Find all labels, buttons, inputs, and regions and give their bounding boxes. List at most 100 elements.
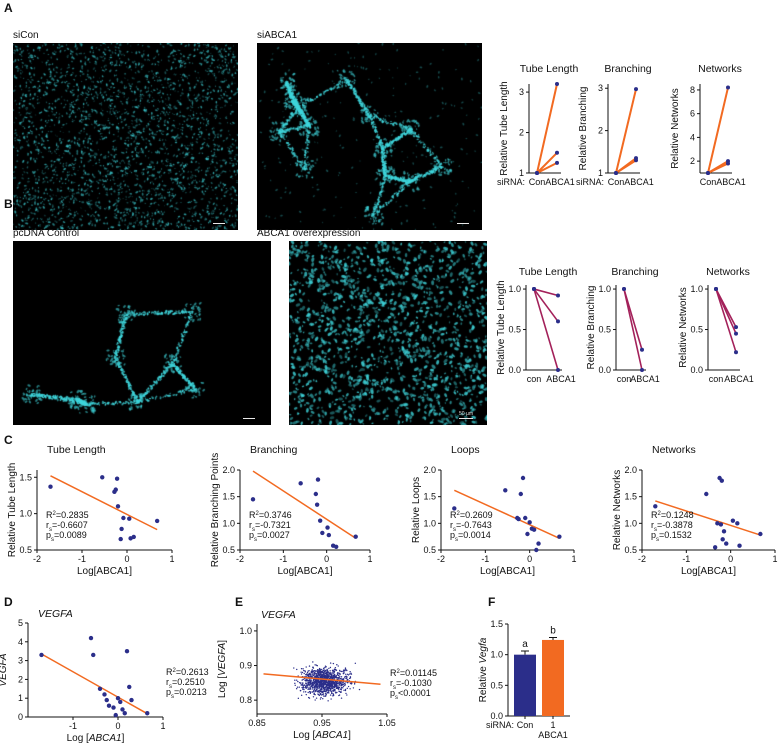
point-E [329, 684, 331, 686]
point-E [301, 679, 303, 681]
point-E [340, 686, 343, 689]
point-C3 [523, 515, 528, 521]
point-E [313, 670, 315, 672]
point-E [319, 680, 321, 682]
point-E [318, 690, 320, 693]
point-D [104, 697, 109, 703]
point-E [338, 682, 340, 685]
y-tick-label-B1: 0.0 [508, 365, 521, 375]
micrograph-sicon-canvas [13, 43, 238, 230]
x-tick-label-A3: ABCA1 [716, 177, 746, 187]
point-E [332, 681, 334, 683]
point-E [313, 678, 315, 681]
point-E [309, 688, 311, 691]
point-E [338, 681, 341, 684]
point-E [349, 673, 351, 675]
micrograph-sicon [13, 43, 238, 230]
point-E [305, 682, 307, 684]
panel-letter-D: D [4, 595, 13, 609]
point-E [318, 694, 321, 697]
point-B2 [622, 287, 626, 292]
point-E [342, 687, 344, 689]
point-B3 [714, 287, 718, 292]
stat-text-D: ps=0.0213 [166, 687, 207, 700]
point-A1 [555, 82, 559, 86]
point-C4 [712, 545, 718, 550]
point-E [330, 676, 332, 678]
point-E [336, 687, 338, 689]
point-E [330, 681, 333, 683]
point-E [332, 669, 334, 672]
point-E [324, 666, 326, 669]
point-E [334, 688, 336, 691]
y-axis-label-F: Relative Vegfa [478, 637, 489, 702]
point-E [328, 685, 331, 687]
point-E [321, 690, 323, 693]
point-E [325, 689, 328, 691]
stat-text-C3: rs=-0.7643 [450, 520, 492, 533]
point-E [318, 675, 321, 677]
y-axis-label-D: VEGFA [0, 653, 9, 686]
point-C3 [557, 534, 562, 539]
x-tick-label-E: 1.05 [378, 718, 396, 728]
point-E [319, 669, 322, 671]
pair-line-B3 [715, 288, 737, 334]
point-E [353, 683, 356, 685]
stat-text-C2: rs=-0.7321 [249, 520, 291, 533]
x-prefix-F: siRNA: [486, 720, 514, 730]
point-E [324, 686, 327, 689]
point-C4 [704, 491, 709, 497]
point-C4 [653, 504, 658, 509]
point-D [124, 649, 130, 654]
x-axis-label-E: Log [ABCA1] [293, 730, 351, 741]
point-E [330, 688, 332, 691]
point-E [343, 689, 345, 692]
y-tick-label-D: 0 [18, 712, 23, 722]
point-E [311, 674, 314, 676]
stat-text-C3: ps=0.0014 [450, 530, 491, 543]
point-E [316, 672, 318, 675]
panel-letter-C: C [4, 433, 13, 447]
point-E [307, 670, 309, 672]
point-B1 [556, 319, 560, 324]
sig-letter-ABCA1: b [550, 625, 556, 636]
point-E [342, 685, 345, 688]
point-E [303, 688, 305, 691]
point-A3 [706, 171, 710, 175]
point-E [313, 686, 315, 688]
point-E [334, 685, 336, 687]
point-C1 [48, 484, 53, 489]
point-E [305, 693, 307, 696]
point-C4 [719, 478, 724, 483]
point-E [300, 682, 302, 684]
point-C4 [721, 529, 727, 534]
point-C1 [127, 516, 132, 521]
point-C3 [527, 520, 532, 525]
y-tick-label-B1: 0.5 [508, 325, 521, 335]
point-E [320, 671, 322, 673]
y-tick-label-D: 3 [18, 656, 23, 666]
point-E [349, 682, 352, 684]
point-E [324, 688, 326, 690]
point-E [346, 669, 348, 672]
point-E [339, 670, 341, 672]
point-E [347, 685, 350, 688]
point-E [338, 674, 340, 677]
y-tick-label-D: 1 [18, 693, 23, 703]
point-E [320, 690, 322, 693]
x-tick-label-B1: ABCA1 [546, 374, 576, 384]
x-tick-label-A1: ABCA1 [545, 177, 575, 187]
point-E [300, 684, 302, 686]
stat-text-C2: R2=0.3746 [249, 510, 292, 520]
point-D [118, 699, 123, 705]
point-E [323, 690, 326, 693]
point-E [338, 685, 340, 687]
micrograph-pcdna [13, 241, 271, 425]
point-E [303, 691, 305, 693]
point-E [315, 682, 318, 685]
point-E [311, 672, 314, 674]
point-C1 [100, 475, 105, 480]
point-C1 [119, 526, 124, 532]
point-E [321, 670, 324, 672]
point-E [309, 684, 312, 686]
